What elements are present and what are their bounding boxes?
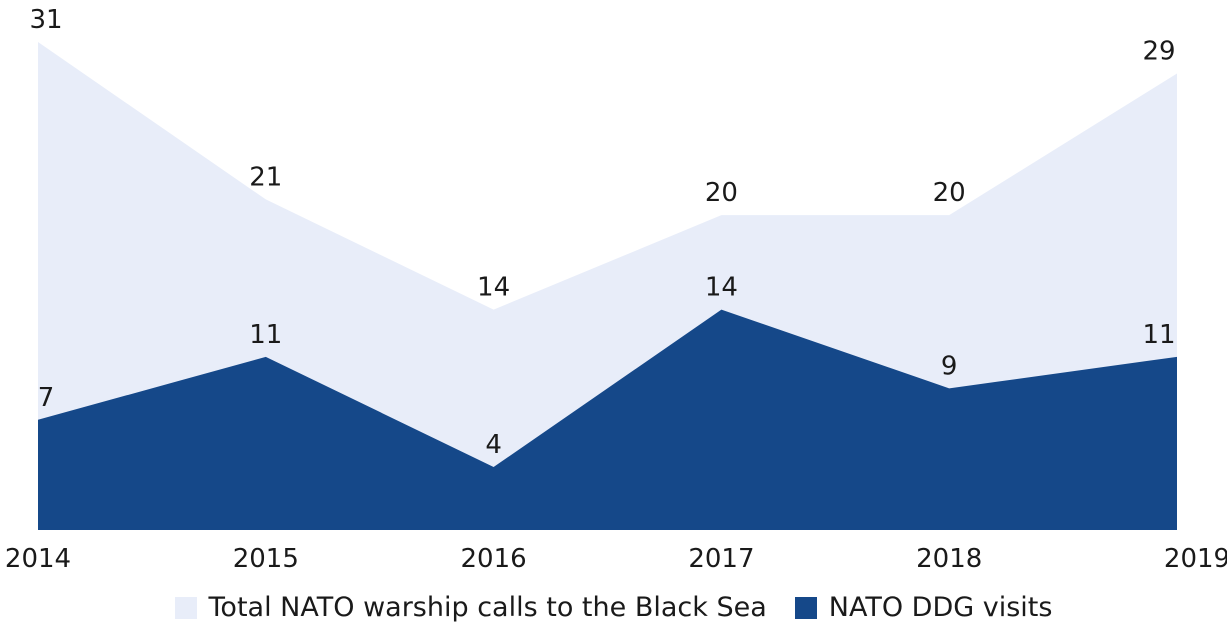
legend-label-ddg: NATO DDG visits [828,592,1053,623]
legend-item-total: Total NATO warship calls to the Black Se… [174,592,767,623]
x-tick-label-5: 2019 [1164,544,1227,574]
area-layer [38,42,1177,530]
x-tick-label-1: 2015 [233,544,299,574]
data-label-s0-4: 20 [933,178,966,208]
data-label-s0-3: 20 [705,178,738,208]
data-label-s0-5: 29 [1142,36,1175,66]
legend-label-total: Total NATO warship calls to the Black Se… [208,592,767,623]
legend-swatch-ddg [794,596,817,619]
data-label-s0-1: 21 [249,162,282,192]
x-tick-label-4: 2018 [916,544,982,574]
data-label-s1-0: 7 [38,383,55,413]
data-label-layer: 31 21 14 20 20 29 7 11 4 14 9 11 [29,5,1175,460]
x-axis: 2014 2015 2016 2017 2018 2019 [5,544,1227,574]
data-label-s1-2: 4 [485,430,502,460]
x-tick-label-3: 2017 [688,544,754,574]
data-label-s0-2: 14 [477,273,510,303]
data-label-s1-4: 9 [941,351,958,381]
data-label-s0-0: 31 [29,5,62,35]
data-label-s1-1: 11 [249,320,282,350]
legend-item-ddg: NATO DDG visits [794,592,1053,623]
area-series-1 [38,309,1177,530]
x-tick-label-0: 2014 [5,544,71,574]
data-label-s1-3: 14 [705,273,738,303]
legend: Total NATO warship calls to the Black Se… [0,592,1227,623]
data-label-s1-5: 11 [1142,320,1175,350]
legend-swatch-total [174,596,197,619]
x-tick-label-2: 2016 [461,544,527,574]
